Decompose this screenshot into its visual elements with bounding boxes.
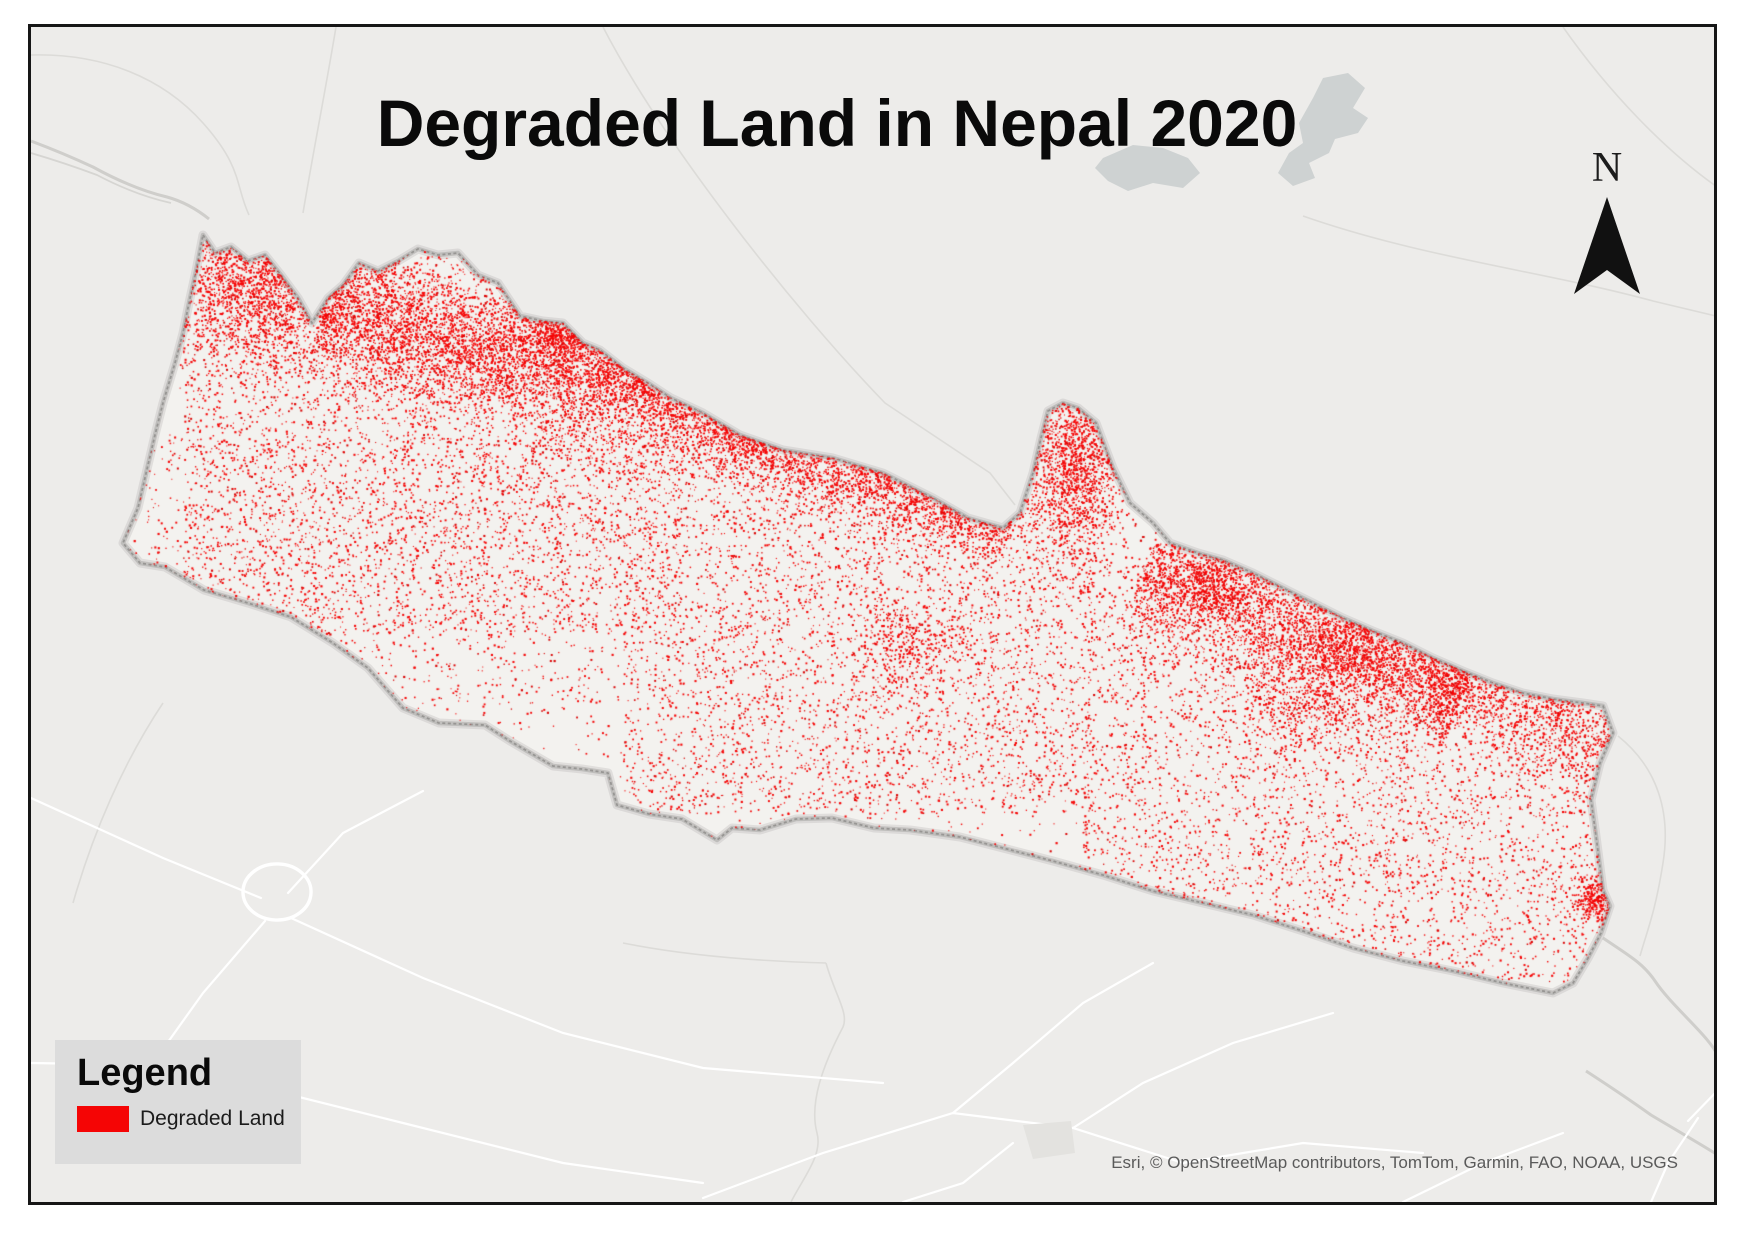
legend-title: Legend (77, 1052, 213, 1094)
north-arrow-icon (1574, 197, 1640, 294)
degraded-land-dots (31, 27, 1714, 1202)
north-arrow: N (1561, 147, 1653, 300)
legend-item-label: Degraded Land (140, 1106, 285, 1130)
north-label: N (1591, 145, 1623, 191)
legend-box: Legend Degraded Land (55, 1040, 301, 1164)
attribution-text: Esri, © OpenStreetMap contributors, TomT… (1111, 1153, 1678, 1172)
map-title: Degraded Land in Nepal 2020 (376, 86, 1298, 160)
legend-item: Degraded Land (77, 1105, 301, 1132)
map-frame: Degraded Land in Nepal 2020 N Legend Deg… (28, 24, 1717, 1205)
legend-swatch-degraded-land (77, 1105, 129, 1132)
